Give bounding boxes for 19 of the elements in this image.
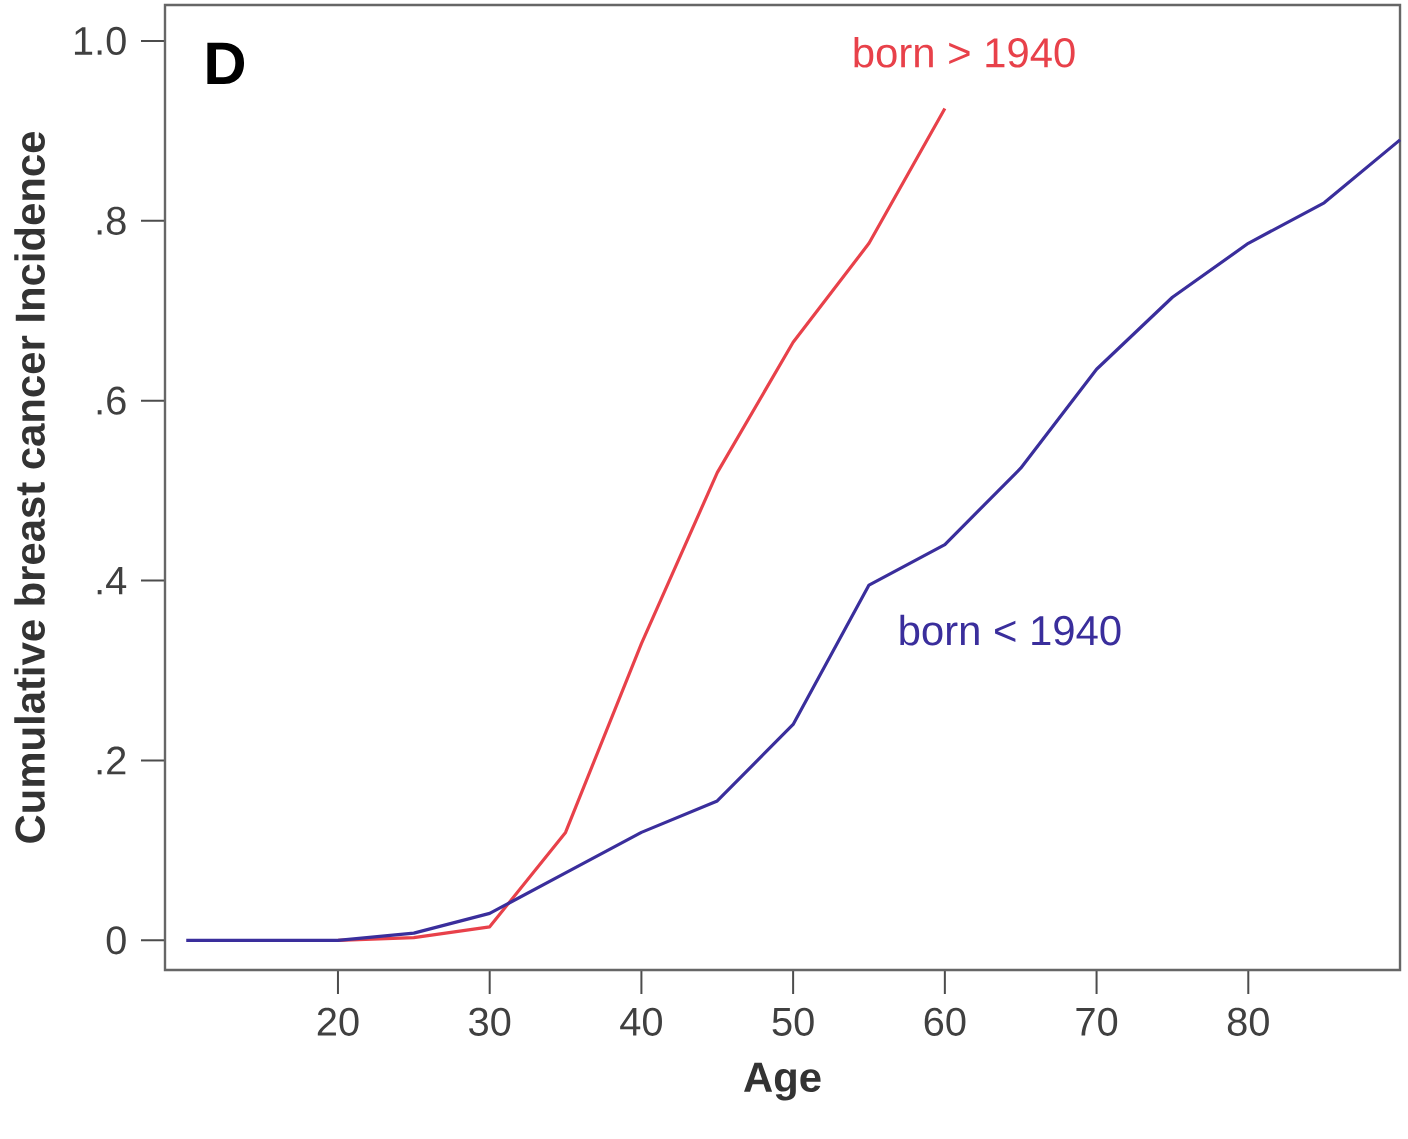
x-axis-title: Age bbox=[744, 1062, 821, 1101]
y-tick-label: 0 bbox=[106, 926, 126, 955]
series-label: born < 1940 bbox=[900, 614, 1121, 646]
x-tick-label: 30 bbox=[469, 1007, 511, 1036]
x-tick-label: 80 bbox=[1227, 1007, 1269, 1036]
y-tick-label: .4 bbox=[97, 566, 127, 595]
y-tick-label: .8 bbox=[97, 206, 126, 235]
x-tick-label: 20 bbox=[317, 1007, 359, 1036]
y-tick-label: .6 bbox=[97, 386, 126, 415]
y-tick-label: 1.0 bbox=[74, 26, 126, 56]
x-tick-label: 70 bbox=[1076, 1007, 1118, 1036]
x-tick-label: 40 bbox=[620, 1007, 662, 1036]
chart-title: D bbox=[207, 42, 245, 84]
line-series bbox=[184, 138, 1402, 942]
x-tick-label: 60 bbox=[924, 1007, 966, 1036]
y-tick-label: .2 bbox=[97, 746, 126, 775]
series-label: born > 1940 bbox=[854, 36, 1075, 68]
y-axis-title: Cumulative breast cancer Incidence bbox=[14, 132, 45, 843]
x-tick-label: 50 bbox=[772, 1007, 814, 1036]
